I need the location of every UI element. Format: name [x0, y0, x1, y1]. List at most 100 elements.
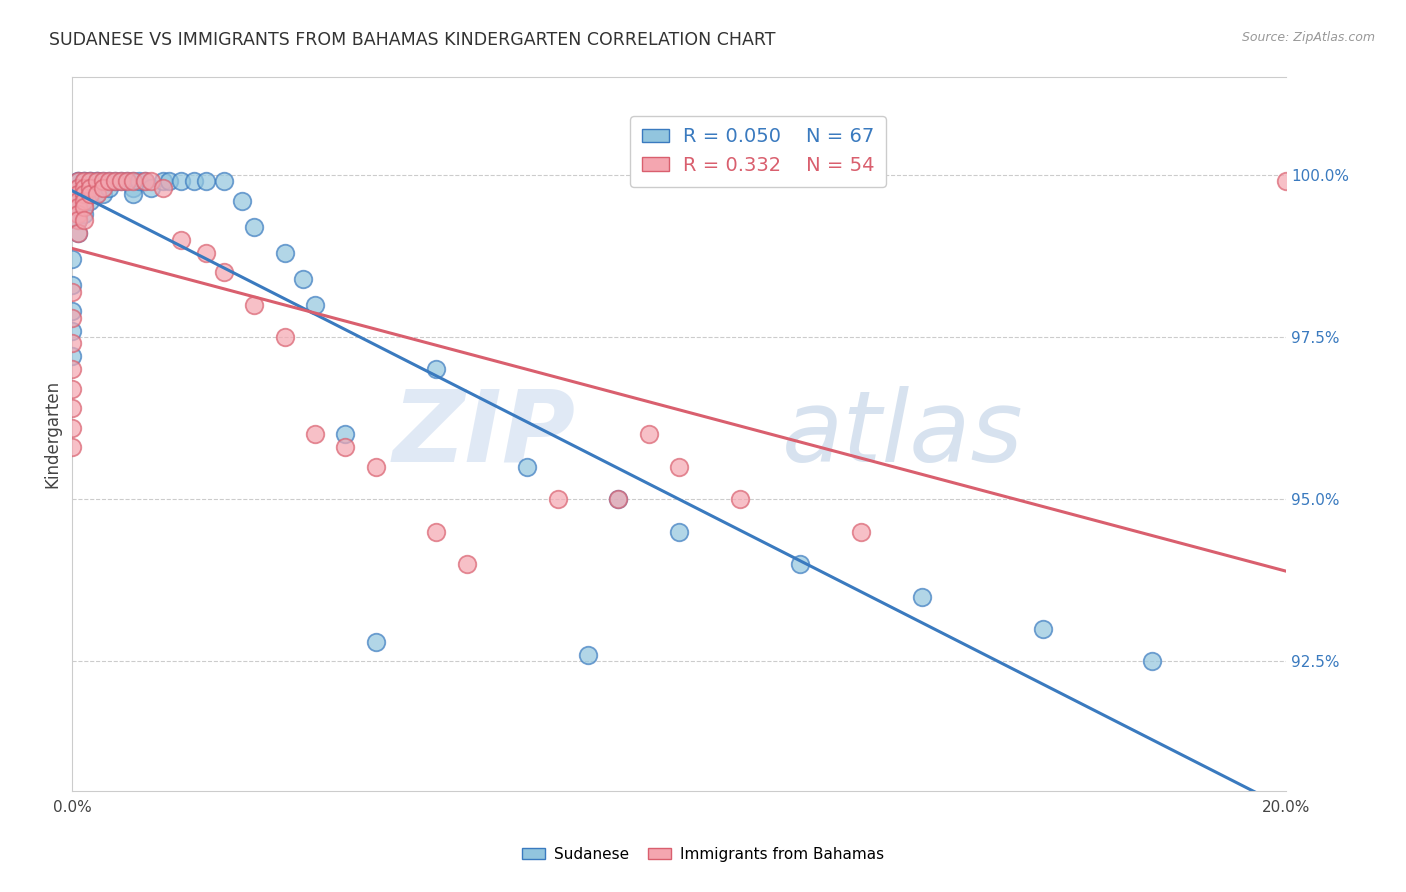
- Point: [157, 174, 180, 188]
- Point: [128, 174, 150, 188]
- Point: [67, 200, 90, 214]
- Point: [67, 194, 90, 208]
- Point: [73, 174, 96, 188]
- Point: [67, 200, 90, 214]
- Point: [86, 174, 108, 188]
- Point: [67, 194, 90, 208]
- Point: [115, 174, 138, 188]
- Point: [60, 336, 83, 351]
- Point: [1275, 174, 1298, 188]
- Point: [86, 180, 108, 194]
- Point: [273, 330, 295, 344]
- Point: [60, 421, 83, 435]
- Point: [231, 194, 253, 208]
- Point: [79, 194, 101, 208]
- Point: [170, 174, 193, 188]
- Point: [73, 200, 96, 214]
- Point: [67, 174, 90, 188]
- Point: [152, 180, 174, 194]
- Point: [79, 180, 101, 194]
- Point: [79, 174, 101, 188]
- Point: [1142, 655, 1164, 669]
- Point: [194, 245, 217, 260]
- Point: [607, 492, 630, 507]
- Point: [86, 187, 108, 202]
- Point: [911, 590, 934, 604]
- Point: [104, 174, 127, 188]
- Text: Source: ZipAtlas.com: Source: ZipAtlas.com: [1241, 31, 1375, 45]
- Point: [67, 213, 90, 227]
- Point: [728, 492, 751, 507]
- Point: [547, 492, 569, 507]
- Text: atlas: atlas: [782, 386, 1024, 483]
- Point: [67, 180, 90, 194]
- Point: [60, 252, 83, 267]
- Point: [364, 635, 387, 649]
- Point: [86, 187, 108, 202]
- Point: [183, 174, 205, 188]
- Point: [122, 180, 145, 194]
- Point: [456, 557, 478, 571]
- Point: [607, 492, 630, 507]
- Point: [67, 213, 90, 227]
- Point: [849, 524, 872, 539]
- Point: [60, 350, 83, 364]
- Point: [60, 382, 83, 396]
- Point: [104, 174, 127, 188]
- Point: [60, 278, 83, 293]
- Point: [91, 187, 114, 202]
- Point: [60, 285, 83, 299]
- Point: [67, 187, 90, 202]
- Point: [425, 362, 447, 376]
- Point: [789, 557, 811, 571]
- Point: [291, 271, 314, 285]
- Point: [73, 200, 96, 214]
- Legend: R = 0.050    N = 67, R = 0.332    N = 54: R = 0.050 N = 67, R = 0.332 N = 54: [630, 116, 886, 186]
- Point: [91, 180, 114, 194]
- Point: [110, 174, 132, 188]
- Point: [139, 180, 162, 194]
- Point: [668, 524, 690, 539]
- Point: [335, 440, 357, 454]
- Point: [67, 180, 90, 194]
- Point: [122, 174, 145, 188]
- Point: [60, 310, 83, 325]
- Point: [243, 297, 266, 311]
- Point: [637, 427, 659, 442]
- Point: [152, 174, 174, 188]
- Point: [67, 207, 90, 221]
- Point: [67, 226, 90, 240]
- Point: [91, 174, 114, 188]
- Point: [73, 194, 96, 208]
- Point: [91, 174, 114, 188]
- Point: [79, 174, 101, 188]
- Text: ZIP: ZIP: [392, 386, 576, 483]
- Point: [73, 180, 96, 194]
- Point: [60, 324, 83, 338]
- Point: [576, 648, 599, 662]
- Text: SUDANESE VS IMMIGRANTS FROM BAHAMAS KINDERGARTEN CORRELATION CHART: SUDANESE VS IMMIGRANTS FROM BAHAMAS KIND…: [49, 31, 776, 49]
- Point: [425, 524, 447, 539]
- Point: [86, 174, 108, 188]
- Point: [212, 174, 235, 188]
- Point: [73, 213, 96, 227]
- Point: [73, 187, 96, 202]
- Point: [139, 174, 162, 188]
- Point: [170, 233, 193, 247]
- Point: [304, 297, 326, 311]
- Point: [273, 245, 295, 260]
- Point: [60, 401, 83, 416]
- Point: [79, 187, 101, 202]
- Point: [243, 219, 266, 234]
- Point: [67, 174, 90, 188]
- Legend: Sudanese, Immigrants from Bahamas: Sudanese, Immigrants from Bahamas: [516, 841, 890, 868]
- Point: [73, 174, 96, 188]
- Point: [73, 194, 96, 208]
- Point: [304, 427, 326, 442]
- Point: [73, 174, 96, 188]
- Point: [110, 174, 132, 188]
- Point: [79, 180, 101, 194]
- Point: [91, 180, 114, 194]
- Point: [79, 174, 101, 188]
- Point: [67, 187, 90, 202]
